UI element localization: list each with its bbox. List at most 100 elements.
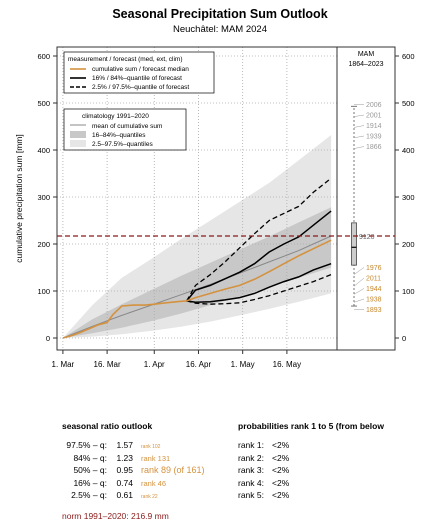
y-tick-label: 600 <box>37 52 50 61</box>
y-tick-label-right: 600 <box>402 52 415 61</box>
legend-symbol-band-inner <box>70 131 86 138</box>
year-leader <box>353 277 365 287</box>
ratio-rank: rank 46 <box>141 478 167 488</box>
probability-rank: rank 1: <box>238 440 264 450</box>
chart-title: Seasonal Precipitation Sum Outlook <box>112 7 328 21</box>
ratio-row: 84% – q: 1.23 rank 131 <box>62 453 170 463</box>
ratio-quantile: 97.5% – q: <box>66 440 107 450</box>
ratio-rank: rank 89 (of 161) <box>141 465 205 475</box>
mam-panel-title: MAM <box>358 51 375 58</box>
year-label: 1944 <box>366 286 382 293</box>
probability-rank: rank 4: <box>238 477 264 488</box>
year-label: 1938 <box>366 297 382 304</box>
year-leader <box>353 288 365 295</box>
year-leader <box>353 146 365 149</box>
y-tick-label-right: 300 <box>402 193 415 202</box>
y-tick-label: 0 <box>46 334 50 343</box>
probability-rank: rank 2: <box>238 452 264 463</box>
forecast-q84-line <box>186 210 332 302</box>
legend-item: 16% / 84%–quantile of forecast <box>92 75 182 82</box>
year-label: 1866 <box>366 144 382 151</box>
ratio-heading: seasonal ratio outlook <box>62 421 153 431</box>
norm-label: 9120 <box>359 234 375 241</box>
ratio-quantile: 50% – q: <box>73 465 107 475</box>
x-tick-label: 1. Apr <box>144 360 165 369</box>
year-label: 1976 <box>366 265 382 272</box>
forecast-q16-line <box>186 262 332 304</box>
y-tick-label: 300 <box>37 193 50 202</box>
probabilities-heading: probabilities rank 1 to 5 (from below <box>238 421 384 431</box>
y-tick-label-right: 100 <box>402 287 415 296</box>
probability-value: <2% <box>272 477 290 488</box>
ratio-row: 16% – q: 0.74 rank 46 <box>62 478 166 488</box>
chart-subtitle: Neuchâtel: MAM 2024 <box>173 24 267 35</box>
forecast-q025-line <box>186 273 332 305</box>
mam-panel-frame <box>336 46 396 351</box>
year-label: 1893 <box>366 307 382 314</box>
probability-rank: rank 5: <box>238 490 264 500</box>
legend-item: 16–84%–quantiles <box>92 132 146 139</box>
ratio-row: 97.5% – q: 1.57 rank 102 <box>62 440 160 450</box>
y-tick-label: 500 <box>37 99 50 108</box>
probability-value: <2% <box>272 490 290 500</box>
y-tick-label: 100 <box>37 287 50 296</box>
y-tick-label-right: 500 <box>402 99 415 108</box>
year-label: 2006 <box>366 102 382 109</box>
year-leader <box>353 125 365 128</box>
legend-symbol-band-outer <box>70 140 86 147</box>
forecast-median-line <box>186 239 332 302</box>
year-leader <box>353 267 365 275</box>
probability-value: <2% <box>272 440 290 450</box>
x-tick-label: 1. May <box>231 360 255 369</box>
x-tick-label: 1. Mar <box>52 360 75 369</box>
y-tick-label: 400 <box>37 146 50 155</box>
probability-value: <2% <box>272 465 290 475</box>
y-axis-label: cumulative precipitation sum [mm] <box>14 134 24 263</box>
year-leader <box>353 298 365 303</box>
mam-panel-period: 1864–2023 <box>348 61 383 68</box>
y-tick-label-right: 400 <box>402 146 415 155</box>
ratio-value: 0.61 <box>116 490 133 500</box>
probability-value: <2% <box>272 452 290 463</box>
ratio-value: 0.74 <box>116 477 133 488</box>
y-tick-label-right: 200 <box>402 240 415 249</box>
y-tick-label: 200 <box>37 240 50 249</box>
probability-row: rank 2: <2% <box>238 453 289 463</box>
legend-item: 2.5–97.5%–quantiles <box>92 141 153 148</box>
legend-item: mean of cumulative sum <box>92 123 162 130</box>
x-tick-label: 16. May <box>273 360 301 369</box>
probability-rank: rank 3: <box>238 465 264 475</box>
x-tick-label: 16. Mar <box>94 360 121 369</box>
ratio-quantile: 84% – q: <box>73 452 107 463</box>
ratio-quantile: 16% – q: <box>73 477 107 488</box>
y-tick-label-right: 0 <box>402 334 406 343</box>
ratio-rank: rank 131 <box>141 453 171 463</box>
measurement-line <box>62 300 187 339</box>
ratio-quantile: 2.5% – q: <box>71 490 107 500</box>
ratio-value: 1.23 <box>116 452 133 463</box>
year-label: 1914 <box>366 123 382 130</box>
forecast-q975-line <box>186 177 332 302</box>
probability-row: rank 1: <2% <box>238 440 289 450</box>
year-leader <box>353 135 365 139</box>
ratio-rank: rank 22 <box>141 494 158 500</box>
norm-value: norm 1991–2020: 216.9 mm <box>62 511 169 521</box>
x-tick-label: 16. Apr <box>186 360 212 369</box>
legend-item: 2.5% / 97.5%–quantile of forecast <box>92 84 189 91</box>
ratio-rank: rank 102 <box>141 444 161 450</box>
precipitation-chart: 0 100 200 300 400 500 600 cumulative precipitat… <box>14 46 415 369</box>
legend-climatology-title: climatology 1991–2020 <box>82 113 149 120</box>
probability-row: rank 5: <2% <box>238 490 289 500</box>
ratio-row: 50% – q: 0.95 rank 89 (of 161) <box>62 465 205 475</box>
year-label: 2001 <box>366 113 382 120</box>
ratio-row: 2.5% – q: 0.61 rank 22 <box>62 490 158 500</box>
ratio-value: 0.95 <box>116 465 133 475</box>
probability-row: rank 3: <2% <box>238 465 289 475</box>
legend-measurement-title: measurement / forecast (med, ext, clim) <box>68 56 183 63</box>
mam-box <box>351 222 357 266</box>
year-label: 2011 <box>366 276 381 283</box>
year-label: 1939 <box>366 134 382 141</box>
year-leader <box>353 114 365 117</box>
legend-item: cumulative sum / forecast median <box>92 66 189 73</box>
legend-measurement-box <box>63 51 215 94</box>
